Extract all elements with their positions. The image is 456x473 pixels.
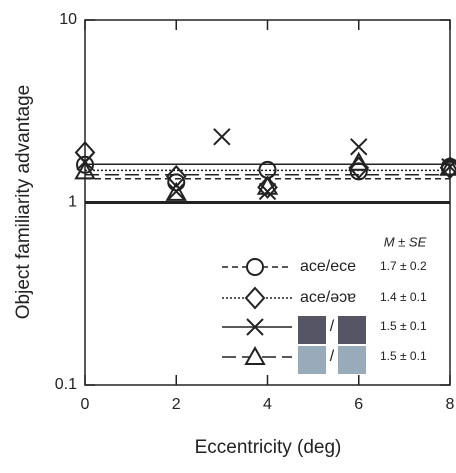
x-tick-label: 6 (354, 396, 363, 413)
marker (441, 158, 456, 176)
marker (256, 175, 279, 195)
face-icon (338, 346, 366, 374)
legend-label: ace/ǝɔɐ (300, 289, 356, 306)
legend-stats: 1.5 ± 0.1 (380, 319, 427, 333)
legend-stats: 1.5 ± 0.1 (380, 349, 427, 363)
x-tick-label: 0 (81, 396, 90, 413)
face-icon (298, 316, 326, 344)
legend-marker (246, 258, 264, 276)
legend-marker (246, 318, 264, 336)
face-icon (298, 346, 326, 374)
marker (74, 160, 96, 180)
legend-label: / (330, 348, 335, 365)
y-tick-label: 0.1 (55, 376, 77, 393)
legend-stats: 1.4 ± 0.1 (380, 290, 427, 304)
legend-stats: 1.7 ± 0.2 (380, 259, 427, 273)
marker (167, 182, 185, 201)
marker (165, 164, 187, 188)
marker (348, 151, 370, 171)
marker (350, 138, 368, 156)
marker (439, 156, 456, 176)
legend-marker (244, 345, 266, 365)
y-tick-label: 1 (68, 194, 77, 211)
y-axis-label: Object familiarity advantage (13, 85, 34, 319)
x-tick-label: 8 (446, 396, 455, 413)
legend-marker (244, 286, 266, 310)
legend-label: ace/ece (300, 258, 356, 275)
x-axis-label: Eccentricity (deg) (195, 437, 342, 458)
marker (213, 128, 231, 146)
marker (349, 162, 368, 181)
x-tick-label: 2 (172, 396, 181, 413)
marker (165, 181, 187, 201)
legend-label: / (330, 318, 335, 335)
y-tick-label: 10 (59, 11, 77, 28)
face-icon (338, 316, 366, 344)
face-icons (298, 316, 366, 374)
x-tick-label: 4 (263, 396, 272, 413)
legend-title: M ± SE (384, 234, 427, 249)
